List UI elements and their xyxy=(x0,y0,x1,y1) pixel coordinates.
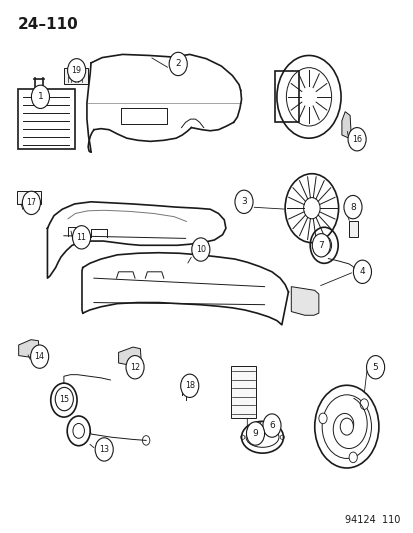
Circle shape xyxy=(318,413,326,424)
Circle shape xyxy=(72,225,90,249)
Circle shape xyxy=(22,191,40,215)
Bar xyxy=(230,366,255,418)
Polygon shape xyxy=(19,340,39,358)
Circle shape xyxy=(359,399,368,409)
Circle shape xyxy=(31,345,49,368)
Text: 16: 16 xyxy=(351,135,361,144)
Circle shape xyxy=(347,127,365,151)
Text: 5: 5 xyxy=(372,363,377,372)
Bar xyxy=(17,191,41,204)
Bar xyxy=(274,71,298,122)
Text: 2: 2 xyxy=(175,60,180,68)
Circle shape xyxy=(180,374,198,398)
Circle shape xyxy=(191,238,209,261)
Text: 13: 13 xyxy=(99,445,109,454)
Circle shape xyxy=(311,233,330,257)
Text: 19: 19 xyxy=(71,66,81,75)
Text: 3: 3 xyxy=(240,197,246,206)
Circle shape xyxy=(95,438,113,461)
Polygon shape xyxy=(118,347,141,366)
Circle shape xyxy=(169,52,187,76)
Polygon shape xyxy=(341,112,350,138)
Text: 8: 8 xyxy=(349,203,355,212)
Text: 11: 11 xyxy=(76,233,86,242)
Bar xyxy=(64,68,88,84)
Text: 7: 7 xyxy=(318,241,323,250)
Text: 6: 6 xyxy=(268,421,274,430)
Circle shape xyxy=(348,452,356,463)
Circle shape xyxy=(262,414,280,437)
Circle shape xyxy=(353,260,370,284)
Circle shape xyxy=(126,356,144,379)
Text: 17: 17 xyxy=(26,198,36,207)
Text: 15: 15 xyxy=(59,394,69,403)
Text: 4: 4 xyxy=(359,268,364,276)
Circle shape xyxy=(366,356,384,379)
Text: 18: 18 xyxy=(184,381,194,390)
Text: 94124  110: 94124 110 xyxy=(344,515,399,525)
Text: 12: 12 xyxy=(130,363,140,372)
Bar xyxy=(18,90,74,149)
Circle shape xyxy=(246,422,264,445)
Circle shape xyxy=(235,190,252,214)
Polygon shape xyxy=(291,287,318,316)
Text: 14: 14 xyxy=(35,352,45,361)
Circle shape xyxy=(55,387,73,411)
Bar xyxy=(348,221,357,237)
Circle shape xyxy=(31,85,50,109)
Text: 9: 9 xyxy=(252,429,258,438)
Circle shape xyxy=(343,196,361,219)
Circle shape xyxy=(67,59,85,82)
Text: 24–110: 24–110 xyxy=(18,17,78,33)
Text: 10: 10 xyxy=(195,245,205,254)
Text: 1: 1 xyxy=(38,92,43,101)
